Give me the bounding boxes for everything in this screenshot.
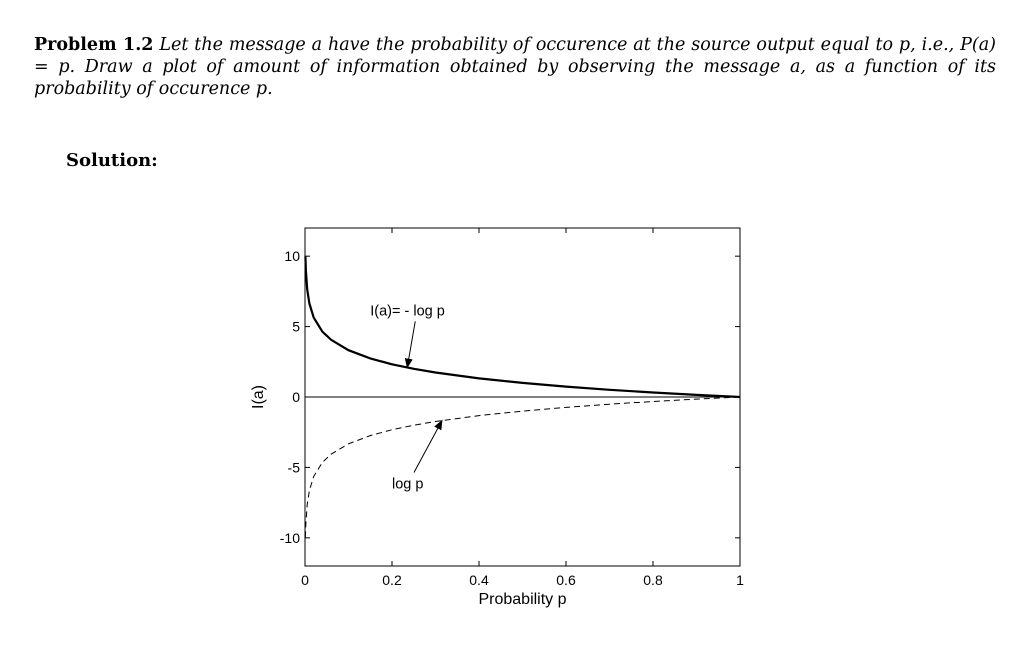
annotation-arrow — [413, 419, 443, 473]
annotation-arrow — [404, 321, 416, 369]
series-neg-log-curve — [304, 256, 741, 399]
annotation-label: I(a)= - log p — [370, 303, 445, 319]
problem-statement: Problem 1.2 Let the message a have the p… — [34, 34, 996, 100]
series-log-curve — [304, 396, 741, 538]
solution-label: Solution: — [66, 150, 158, 171]
y-axis-label: I(a) — [250, 385, 267, 409]
y-tick-label: -5 — [288, 459, 301, 475]
y-tick-label: 5 — [292, 319, 300, 335]
y-tick-label: -10 — [280, 530, 300, 546]
x-tick-label: 0.4 — [469, 572, 489, 588]
x-tick-label: 0 — [301, 572, 309, 588]
problem-formula: P(a) = p — [34, 35, 996, 77]
y-tick-label: 10 — [284, 248, 300, 264]
problem-text-c: . Draw a plot of amount of information o… — [34, 57, 997, 99]
x-tick-label: 0.6 — [556, 572, 576, 588]
annotation-label: log p — [392, 477, 423, 493]
x-axis-label: Probability p — [478, 591, 566, 608]
problem-heading: Problem 1.2 — [34, 35, 154, 55]
x-tick-label: 0.8 — [643, 572, 663, 588]
problem-text-a: Let the message a have the probability o… — [159, 35, 961, 55]
x-tick-label: 0.2 — [382, 572, 402, 588]
y-tick-label: 0 — [292, 389, 300, 405]
x-tick-label: 1 — [736, 572, 744, 588]
